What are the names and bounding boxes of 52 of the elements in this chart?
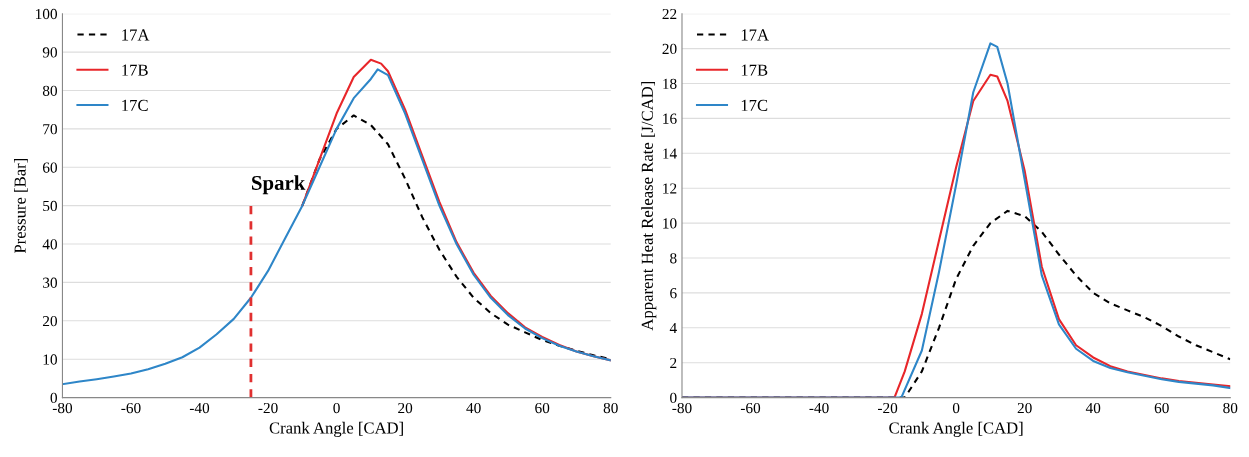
y-tick-label: 4 [669, 323, 677, 334]
x-tick-label: 60 [535, 402, 550, 414]
y-tick-label: 8 [670, 253, 677, 264]
x-tick-label: 80 [603, 402, 618, 414]
x-tick-label: 40 [466, 402, 481, 414]
y-tick-label: 50 [43, 200, 58, 212]
y-tick-label: 2 [670, 357, 677, 368]
y-tick-label: 10 [663, 218, 677, 229]
y-tick-label: 10 [43, 354, 58, 365]
legend-label: 17C [741, 99, 768, 111]
legend-label: 17B [122, 64, 148, 76]
y-tick-label: 12 [663, 183, 677, 194]
x-axis-title: Crank Angle [CAD] [269, 421, 403, 438]
y-tick-label: 16 [663, 113, 677, 124]
y-tick-label: 60 [42, 162, 58, 173]
y-tick-label: 0 [50, 392, 58, 404]
x-tick-label: 20 [1017, 402, 1032, 414]
y-tick-label: 20 [42, 315, 58, 327]
y-axis-title: Apparent Heat Release Rate [J/CAD] [641, 81, 657, 331]
y-tick-label: 90 [42, 47, 58, 58]
x-tick-label: -60 [740, 402, 761, 414]
legend-label: 17C [122, 99, 148, 111]
x-tick-label: -60 [121, 402, 141, 414]
y-tick-label: 20 [662, 43, 677, 55]
y-tick-label: 14 [663, 148, 677, 159]
y-tick-label: 18 [663, 78, 677, 89]
y-tick-label: 30 [43, 277, 58, 288]
y-tick-label: 6 [670, 288, 677, 299]
legend-label: 17A [741, 29, 769, 41]
y-tick-label: 22 [662, 8, 677, 20]
y-tick-label: 0 [670, 392, 677, 404]
x-tick-label: -80 [52, 402, 73, 414]
y-axis-title: Pressure [Bar] [14, 158, 28, 254]
x-tick-label: -80 [672, 402, 692, 414]
x-tick-label: -20 [258, 402, 278, 414]
x-tick-label: 0 [952, 402, 960, 414]
x-tick-label: 20 [398, 402, 413, 414]
x-tick-label: -40 [809, 402, 829, 414]
y-tick-label: 40 [42, 239, 58, 250]
ref-line-label: Spark [252, 175, 306, 195]
x-tick-label: 0 [333, 402, 340, 414]
legend-label: 17A [122, 29, 150, 41]
legend-label: 17B [741, 64, 768, 76]
y-tick-label: 70 [43, 124, 58, 135]
x-tick-label: -20 [877, 402, 898, 414]
y-tick-label: 100 [36, 8, 58, 20]
x-tick-label: -40 [189, 402, 210, 414]
y-tick-label: 80 [42, 85, 58, 96]
x-tick-label: 80 [1223, 402, 1238, 414]
x-axis-title: Crank Angle [CAD] [889, 421, 1023, 438]
x-tick-label: 60 [1154, 402, 1169, 414]
x-tick-label: 40 [1085, 402, 1101, 414]
